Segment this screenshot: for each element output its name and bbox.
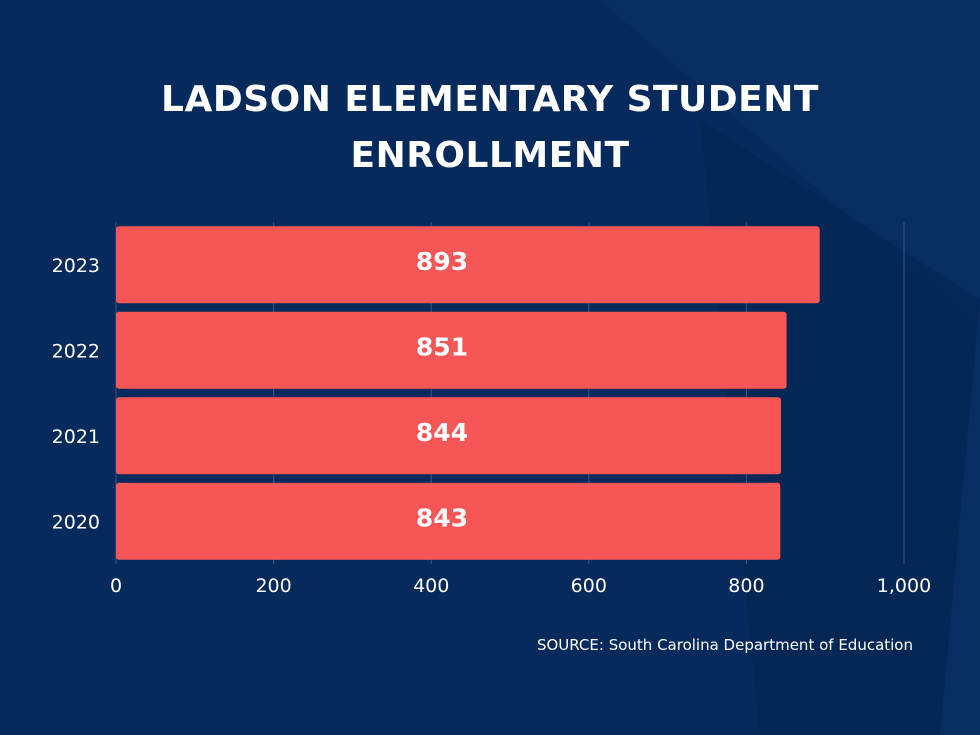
data-label-2022: 851 [416, 332, 468, 361]
y-tick-label-2021: 2021 [52, 426, 100, 448]
chart-title: LADSON ELEMENTARY STUDENT ENROLLMENT [0, 72, 980, 184]
y-tick-label-2022: 2022 [52, 340, 100, 362]
data-label-2023: 893 [416, 247, 468, 276]
bar-2021 [116, 397, 782, 475]
bar-2022 [116, 311, 787, 389]
labels: 0 200 400 600 800 1,000 893 2023 851 2022 844 2021 8… [52, 247, 932, 597]
source-note: SOURCE: South Carolina Department of Edu… [536, 636, 913, 654]
x-tick-label: 800 [728, 575, 764, 597]
bar-2023 [116, 226, 820, 304]
x-tick-label: 600 [571, 575, 607, 597]
x-tick-label: 0 [110, 575, 122, 597]
x-tick-label: 400 [413, 575, 449, 597]
y-tick-label-2020: 2020 [52, 511, 100, 533]
data-label-2021: 844 [416, 418, 468, 447]
y-tick-label-2023: 2023 [52, 255, 100, 277]
bars [116, 226, 820, 560]
data-label-2020: 843 [416, 503, 468, 532]
chart-title-line-1: LADSON ELEMENTARY STUDENT [161, 79, 819, 120]
x-tick-label: 200 [255, 575, 291, 597]
bar-2020 [116, 482, 781, 560]
x-tick-label: 1,000 [877, 575, 931, 597]
chart-title-line-2: ENROLLMENT [350, 135, 630, 176]
